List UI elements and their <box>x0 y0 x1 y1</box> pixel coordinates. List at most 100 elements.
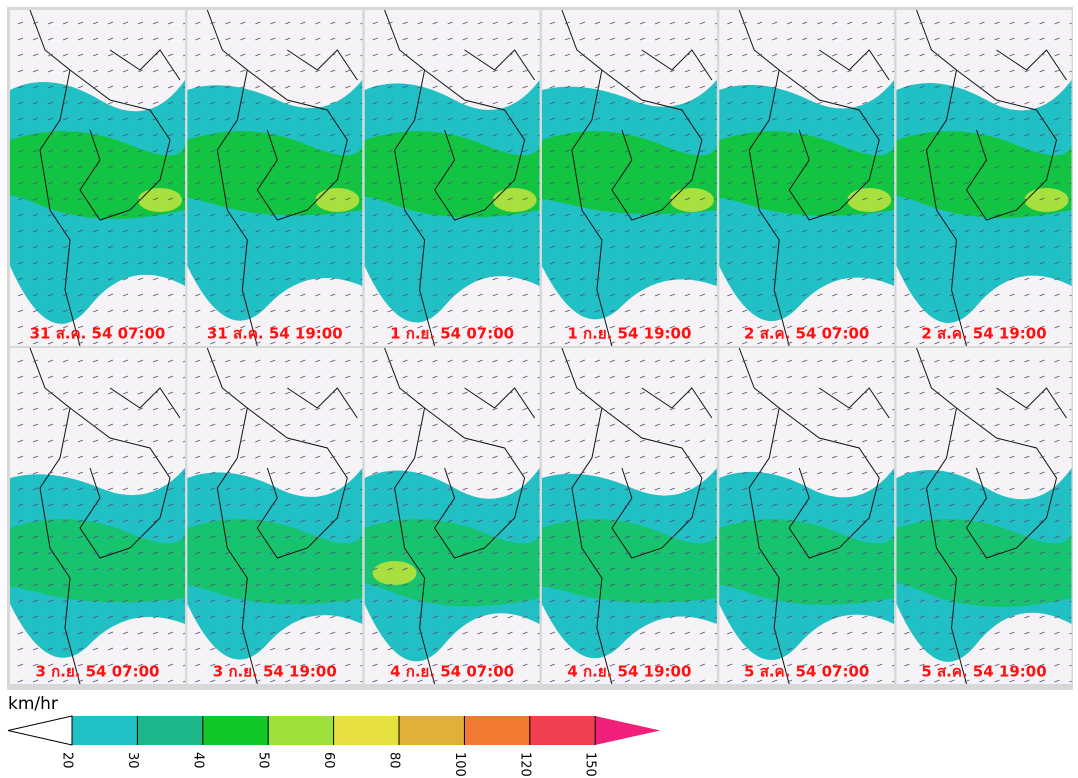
wind-arrow <box>92 439 99 443</box>
wind-arrow <box>949 85 955 89</box>
wind-arrow <box>330 551 336 555</box>
wind-arrow <box>1024 133 1030 137</box>
wind-arrow <box>934 229 940 233</box>
wind-arrow <box>17 423 24 427</box>
wind-arrow <box>462 117 468 121</box>
wind-arrow <box>609 663 616 667</box>
wind-arrow <box>360 552 363 555</box>
wind-arrow <box>300 277 306 281</box>
wind-arrow <box>107 647 114 651</box>
wind-arrow <box>122 133 129 137</box>
wind-arrow <box>255 229 261 233</box>
wind-arrow <box>669 85 676 89</box>
wind-arrow <box>522 37 528 41</box>
wind-arrow <box>714 70 717 73</box>
wind-arrow <box>904 85 910 89</box>
wind-arrow <box>360 70 363 73</box>
wind-arrow <box>537 600 540 603</box>
wind-arrow <box>477 567 483 571</box>
wind-arrow <box>122 325 129 329</box>
wind-arrow <box>107 551 114 555</box>
wind-arrow <box>579 117 586 121</box>
wind-arrow <box>994 229 1000 233</box>
wind-arrow <box>300 375 306 379</box>
colorbar-arrow <box>595 716 661 745</box>
wind-arrow <box>522 309 528 313</box>
wind-arrow <box>817 341 823 345</box>
wind-arrow <box>964 375 970 379</box>
wind-arrow <box>77 229 84 233</box>
wind-arrow <box>1024 293 1030 297</box>
wind-arrow <box>699 229 706 233</box>
wind-arrow <box>195 21 201 25</box>
wind-arrow <box>402 229 408 233</box>
wind-arrow <box>447 197 453 201</box>
wind-arrow <box>417 599 423 603</box>
wind-arrow <box>152 631 159 635</box>
wind-arrow <box>402 133 408 137</box>
wind-arrow <box>757 293 763 297</box>
wind-arrow <box>832 133 838 137</box>
wind-arrow <box>137 213 144 217</box>
wind-arrow <box>934 133 940 137</box>
wind-arrow <box>609 423 616 427</box>
wind-arrow <box>919 567 925 571</box>
wind-arrow <box>330 471 336 475</box>
wind-arrow <box>949 375 955 379</box>
wind-arrow <box>684 359 691 363</box>
wind-arrow <box>17 519 24 523</box>
wind-arrow <box>300 455 306 459</box>
wind-arrow <box>1039 325 1045 329</box>
wind-arrow <box>979 471 985 475</box>
wind-arrow <box>624 487 631 491</box>
wind-arrow <box>32 583 39 587</box>
wind-arrow <box>447 551 453 555</box>
wind-arrow <box>522 583 528 587</box>
wind-band-green <box>541 519 717 603</box>
wind-arrow <box>62 567 69 571</box>
wind-arrow <box>285 101 291 105</box>
wind-arrow <box>714 408 717 411</box>
wind-arrow <box>17 133 24 137</box>
wind-arrow <box>62 583 69 587</box>
wind-arrow <box>609 359 616 363</box>
wind-arrow <box>447 503 453 507</box>
wind-arrow <box>387 631 393 635</box>
wind-arrow <box>714 166 717 169</box>
wind-arrow <box>77 487 84 491</box>
wind-arrow <box>225 181 231 185</box>
wind-arrow <box>167 615 174 619</box>
wind-arrow <box>639 391 646 395</box>
wind-arrow <box>1039 165 1045 169</box>
wind-arrow <box>372 37 378 41</box>
wind-arrow <box>387 53 393 57</box>
wind-arrow <box>32 85 39 89</box>
wind-arrow <box>285 455 291 459</box>
wind-arrow <box>949 663 955 667</box>
wind-arrow <box>787 197 793 201</box>
wind-arrow <box>817 535 823 539</box>
wind-arrow <box>594 359 601 363</box>
map-layer <box>187 348 363 684</box>
wind-arrow <box>699 181 706 185</box>
wind-arrow <box>684 229 691 233</box>
wind-arrow <box>757 69 763 73</box>
wind-arrow <box>579 229 586 233</box>
wind-arrow <box>934 181 940 185</box>
wind-arrow <box>699 213 706 217</box>
wind-arrow <box>492 455 498 459</box>
wind-arrow <box>727 615 733 619</box>
wind-arrow <box>137 53 144 57</box>
wind-arrow <box>964 503 970 507</box>
wind-arrow <box>330 277 336 281</box>
map-panel: 5 ส.ค. 54 07:00 <box>719 348 895 684</box>
wind-arrow <box>949 647 955 651</box>
wind-arrow <box>787 277 793 281</box>
wind-arrow <box>372 277 378 281</box>
wind-arrow <box>285 583 291 587</box>
map-panel: 4 ก.ย. 54 19:00 <box>541 348 717 684</box>
panel-label: 3 ก.ย. 54 19:00 <box>213 663 337 681</box>
wind-arrow <box>225 165 231 169</box>
wind-arrow <box>1039 519 1045 523</box>
wind-arrow <box>507 663 513 667</box>
